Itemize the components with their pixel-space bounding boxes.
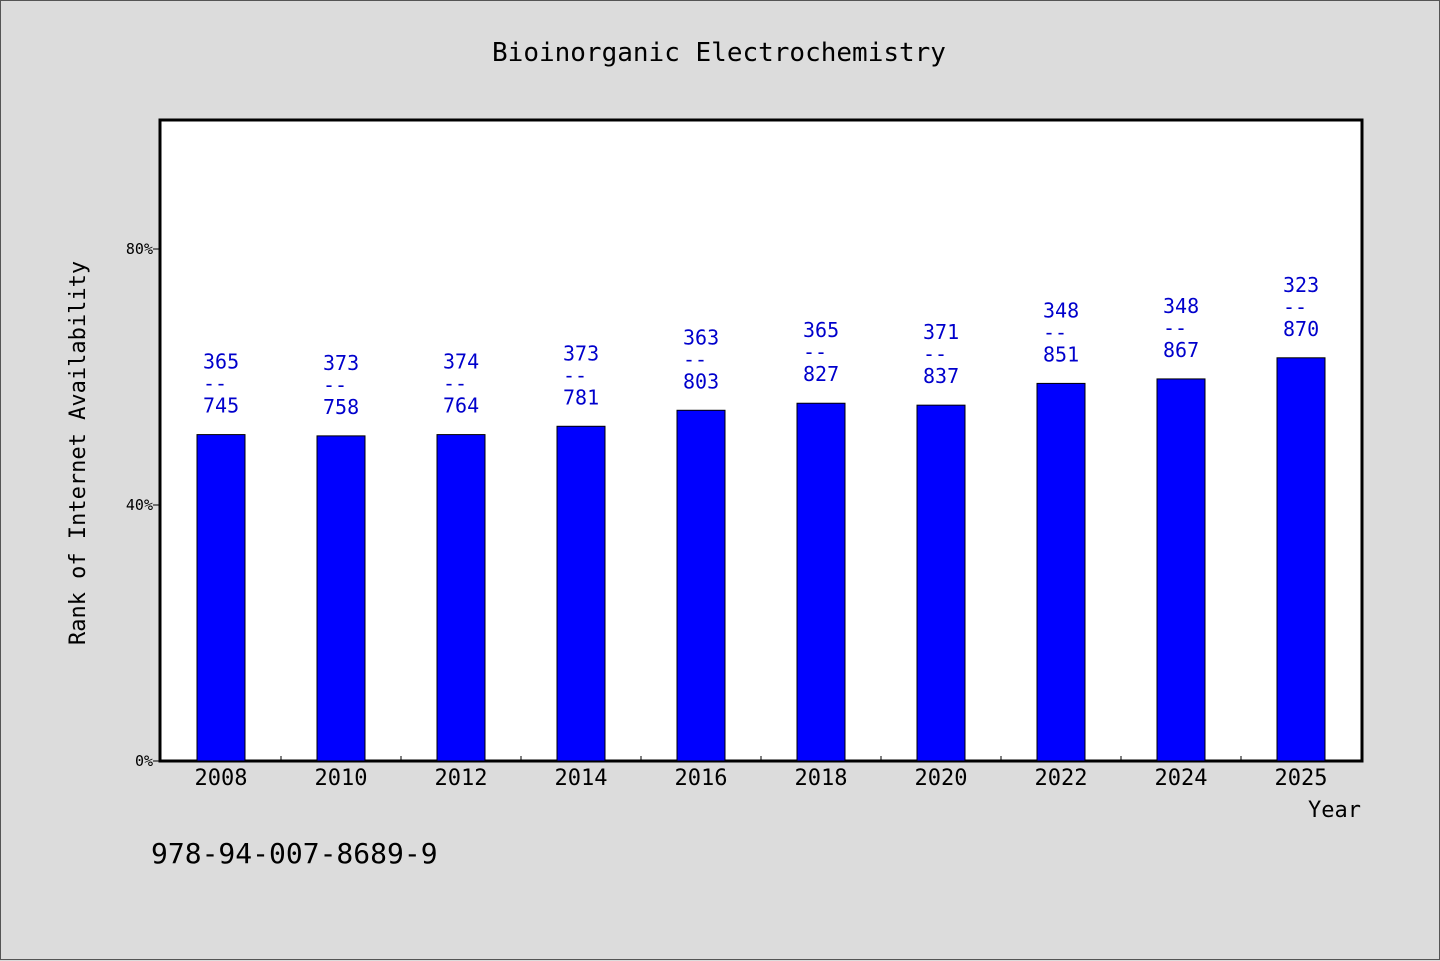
data-label: -- — [1163, 316, 1187, 340]
y-tick-label: 40% — [126, 496, 153, 514]
x-tick-label: 2025 — [1275, 766, 1328, 791]
x-tick-label: 2014 — [555, 766, 608, 791]
data-label: 348 — [1163, 294, 1199, 318]
chart-title: Bioinorganic Electrochemistry — [492, 38, 946, 68]
data-label: 373 — [323, 351, 359, 375]
bar — [436, 434, 486, 762]
data-label: 781 — [563, 385, 599, 409]
data-label: 365 — [203, 350, 239, 374]
data-label: -- — [803, 340, 827, 364]
x-tick-label: 2024 — [1155, 766, 1208, 791]
isbn-label: 978-94-007-8689-9 — [151, 837, 438, 870]
data-label: -- — [323, 373, 347, 397]
data-label: 363 — [683, 325, 719, 349]
bar — [316, 435, 366, 762]
data-label: 373 — [563, 341, 599, 365]
bar — [196, 434, 246, 762]
data-label: 870 — [1283, 317, 1319, 341]
ticks-layer: 2008 2010 2012 2014 2016 2018 2020 2022 2024 2025… — [126, 240, 1328, 791]
y-tick-label: 80% — [126, 240, 153, 258]
data-label: -- — [443, 372, 467, 396]
bar — [1036, 382, 1086, 762]
data-label: 745 — [203, 394, 239, 418]
x-tick-label: 2020 — [915, 766, 968, 791]
x-tick-label: 2008 — [195, 766, 248, 791]
data-label: -- — [1043, 320, 1067, 344]
bar — [796, 402, 846, 762]
x-tick-label: 2022 — [1035, 766, 1088, 791]
bar — [676, 409, 726, 762]
bars-layer — [196, 357, 1326, 762]
y-axis-label: Rank of Internet Availability — [66, 261, 91, 645]
bar — [556, 425, 606, 762]
x-tick-label: 2018 — [795, 766, 848, 791]
x-axis-label: Year — [1308, 798, 1361, 823]
data-label: 371 — [923, 320, 959, 344]
y-tick-label: 0% — [135, 752, 153, 770]
bar — [1276, 357, 1326, 762]
data-label: 374 — [443, 350, 479, 374]
data-label: -- — [923, 342, 947, 366]
x-tick-label: 2016 — [675, 766, 728, 791]
data-label: 803 — [683, 369, 719, 393]
data-label: -- — [1283, 295, 1307, 319]
data-label: -- — [683, 347, 707, 371]
data-labels-layer: 365--745373--758374--764373--781363--803… — [203, 273, 1319, 419]
data-label: 837 — [923, 364, 959, 388]
data-label: 851 — [1043, 342, 1079, 366]
data-label: 348 — [1043, 298, 1079, 322]
x-tick-label: 2010 — [315, 766, 368, 791]
data-label: 323 — [1283, 273, 1319, 297]
data-label: 758 — [323, 395, 359, 419]
data-label: 365 — [803, 318, 839, 342]
x-tick-label: 2012 — [435, 766, 488, 791]
data-label: 867 — [1163, 338, 1199, 362]
bar — [916, 404, 966, 762]
data-label: 827 — [803, 362, 839, 386]
data-label: -- — [203, 372, 227, 396]
bar — [1156, 378, 1206, 762]
data-label: -- — [563, 363, 587, 387]
data-label: 764 — [443, 394, 479, 418]
